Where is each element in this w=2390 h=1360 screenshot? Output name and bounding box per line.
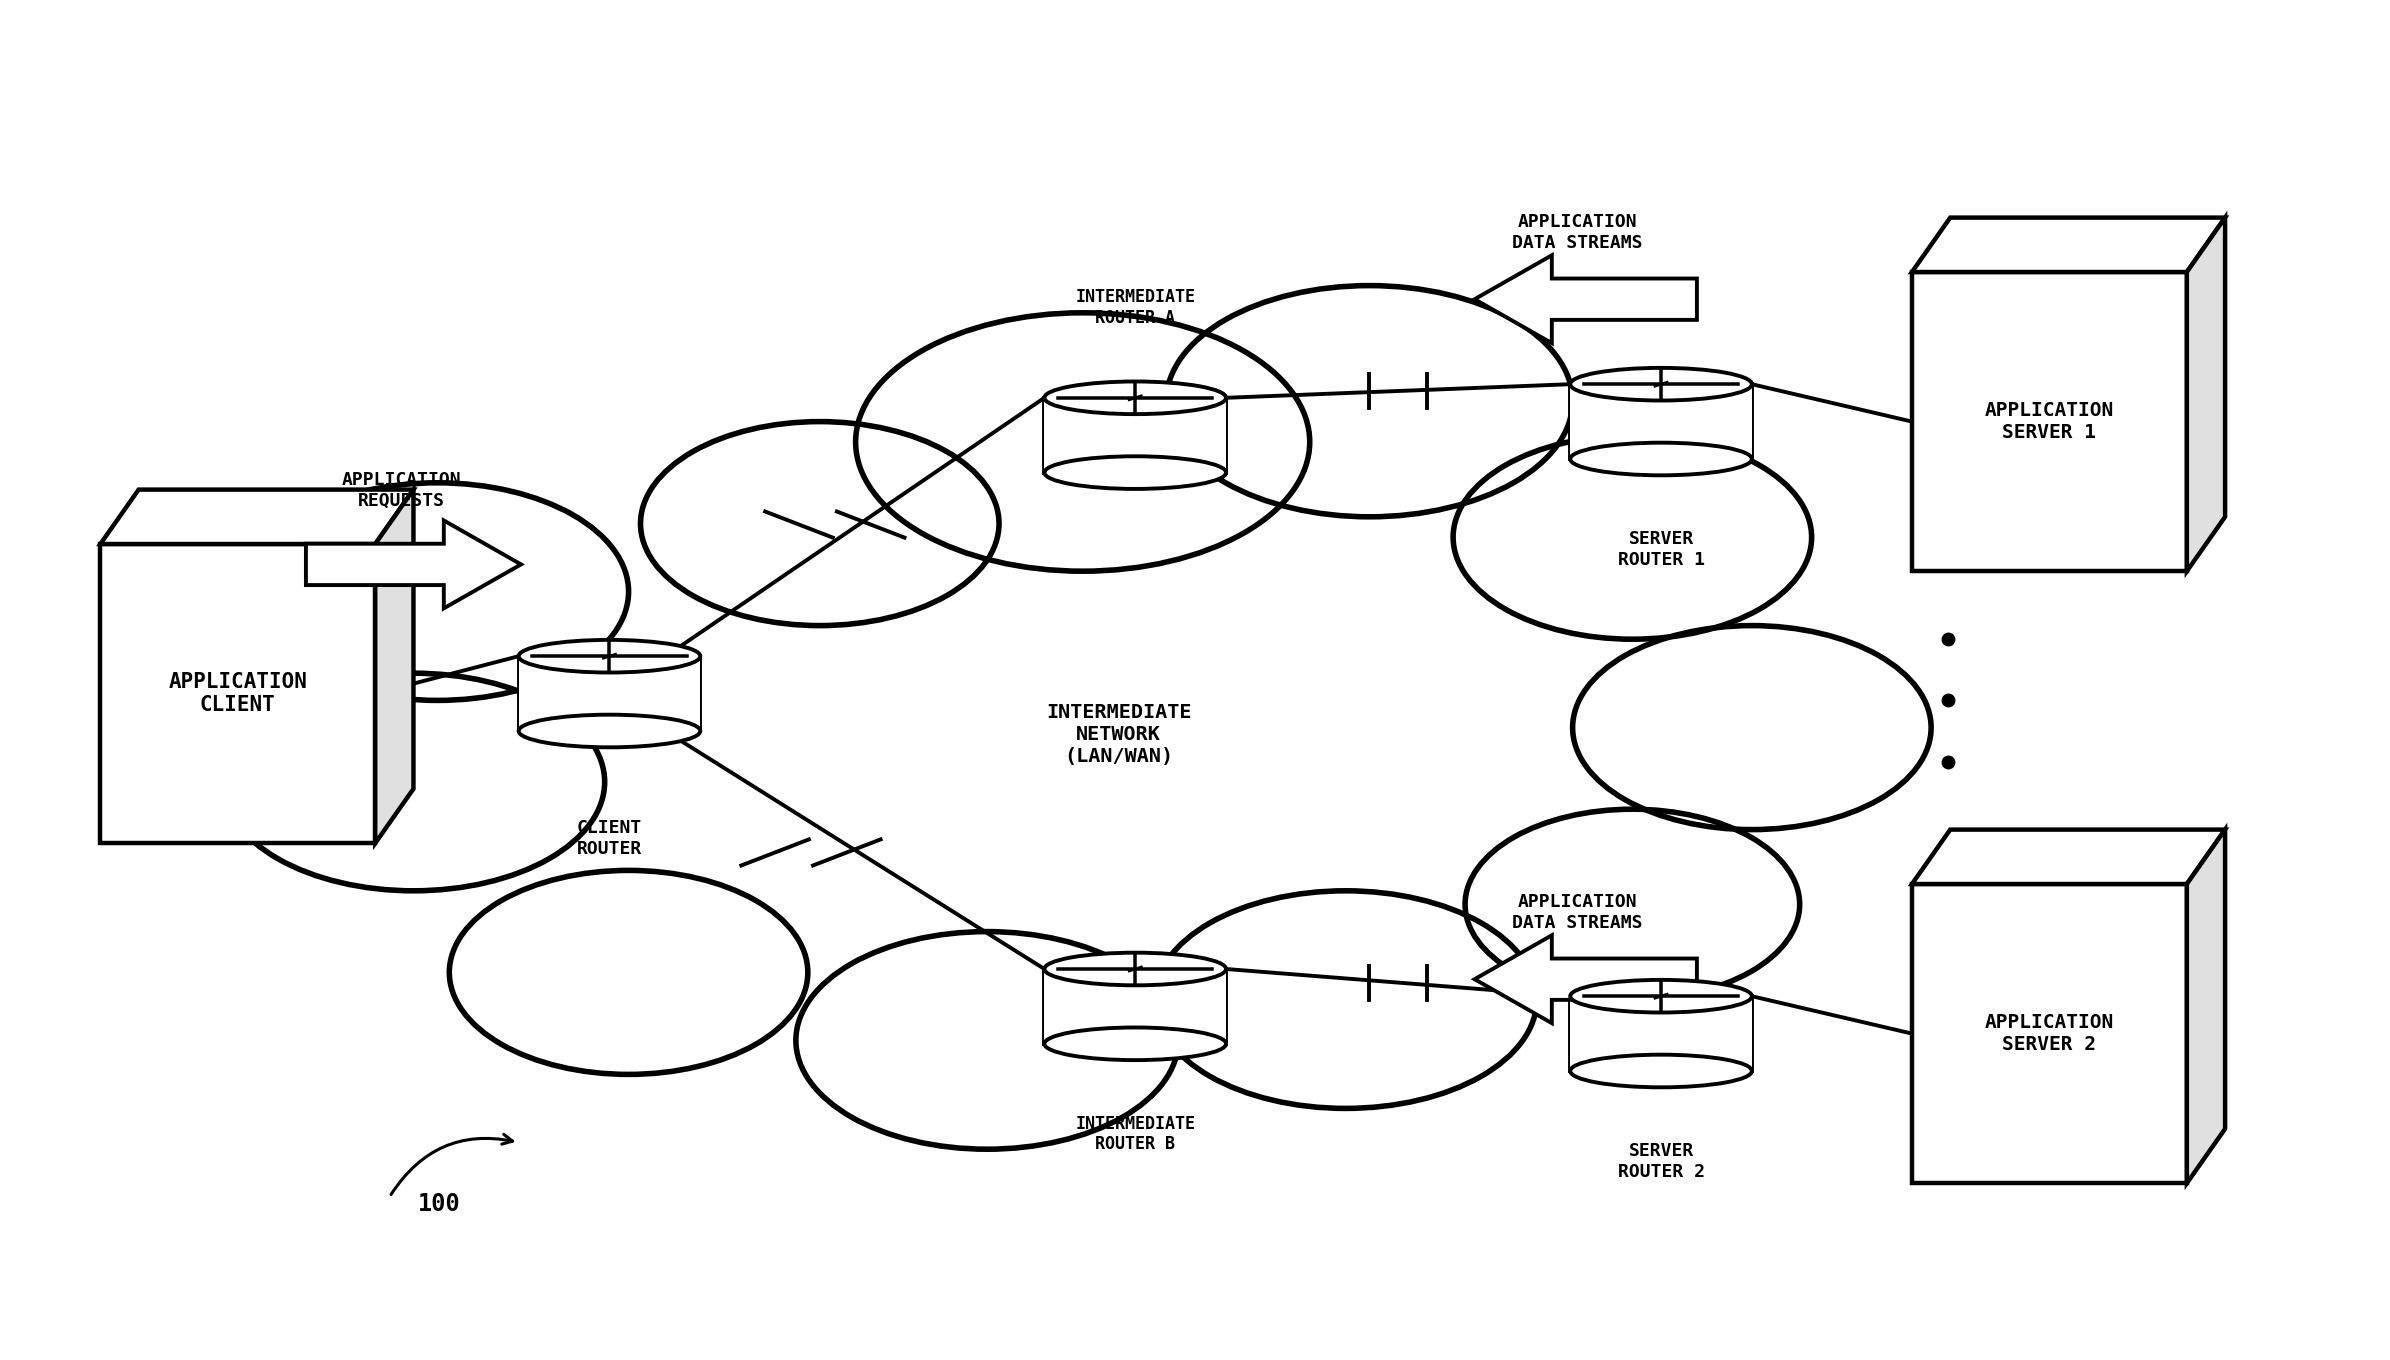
Text: APPLICATION
CLIENT: APPLICATION CLIENT (167, 672, 308, 715)
Polygon shape (306, 521, 521, 608)
Polygon shape (1044, 968, 1226, 1044)
Ellipse shape (1044, 381, 1226, 413)
Polygon shape (2187, 830, 2225, 1183)
Polygon shape (1475, 256, 1697, 343)
Text: INTERMEDIATE
ROUTER B: INTERMEDIATE ROUTER B (1076, 1115, 1195, 1153)
Text: INTERMEDIATE
NETWORK
(LAN/WAN): INTERMEDIATE NETWORK (LAN/WAN) (1047, 703, 1190, 766)
Ellipse shape (1570, 1055, 1752, 1088)
Text: SERVER
ROUTER 1: SERVER ROUTER 1 (1618, 530, 1704, 568)
Ellipse shape (1570, 442, 1752, 476)
Ellipse shape (1570, 369, 1752, 401)
Polygon shape (2187, 218, 2225, 571)
Text: CLIENT
ROUTER: CLIENT ROUTER (576, 819, 643, 858)
Ellipse shape (1044, 1028, 1226, 1061)
Ellipse shape (1044, 952, 1226, 985)
Polygon shape (1044, 397, 1226, 472)
Circle shape (856, 313, 1310, 571)
Circle shape (796, 932, 1178, 1149)
Text: APPLICATION
SERVER 2: APPLICATION SERVER 2 (1984, 1013, 2115, 1054)
Circle shape (1465, 809, 1800, 1000)
Text: APPLICATION
REQUESTS: APPLICATION REQUESTS (342, 471, 461, 510)
Circle shape (246, 483, 629, 700)
Polygon shape (1570, 996, 1752, 1072)
Text: INTERMEDIATE
ROUTER A: INTERMEDIATE ROUTER A (1076, 288, 1195, 326)
Polygon shape (1912, 272, 2187, 571)
Text: APPLICATION
SERVER 1: APPLICATION SERVER 1 (1984, 401, 2115, 442)
Circle shape (1154, 891, 1537, 1108)
Ellipse shape (519, 714, 700, 748)
Ellipse shape (519, 641, 700, 673)
Circle shape (641, 422, 999, 626)
Polygon shape (100, 490, 413, 544)
Text: 100: 100 (418, 1191, 461, 1216)
Polygon shape (375, 490, 413, 843)
Polygon shape (1912, 218, 2225, 272)
Ellipse shape (1044, 456, 1226, 488)
Circle shape (581, 401, 1632, 1000)
Text: APPLICATION
DATA STREAMS: APPLICATION DATA STREAMS (1513, 212, 1642, 252)
Text: SERVER
ROUTER 2: SERVER ROUTER 2 (1618, 1142, 1704, 1180)
Polygon shape (1570, 385, 1752, 460)
Circle shape (449, 870, 808, 1074)
Polygon shape (100, 544, 375, 843)
Polygon shape (1912, 884, 2187, 1183)
Polygon shape (519, 657, 700, 732)
Ellipse shape (1570, 979, 1752, 1012)
Circle shape (1573, 626, 1931, 830)
Circle shape (1166, 286, 1573, 517)
Text: APPLICATION
DATA STREAMS: APPLICATION DATA STREAMS (1513, 892, 1642, 932)
Polygon shape (1475, 936, 1697, 1023)
Circle shape (222, 673, 605, 891)
Circle shape (1453, 435, 1812, 639)
Polygon shape (1912, 830, 2225, 884)
